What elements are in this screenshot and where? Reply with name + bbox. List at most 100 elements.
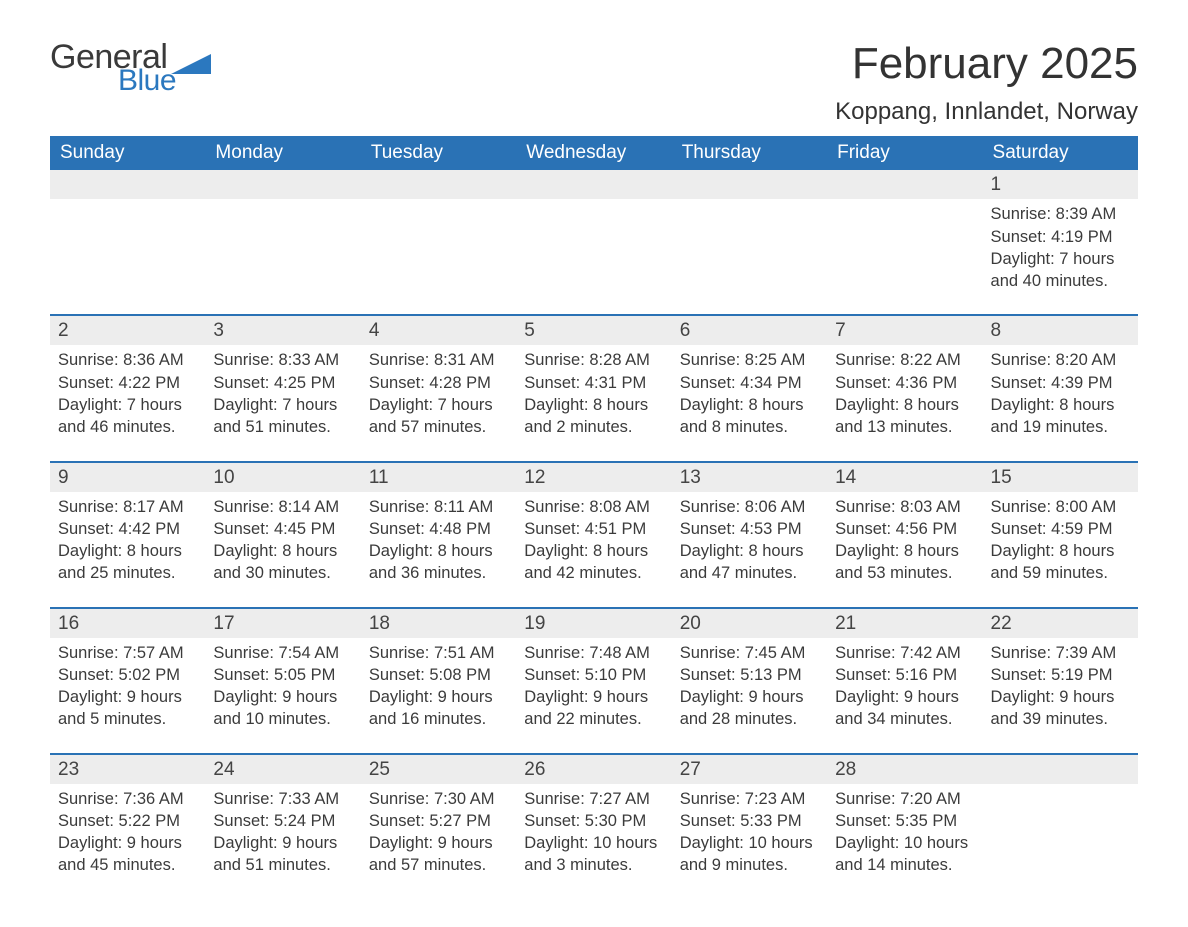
day-details: Sunrise: 7:48 AMSunset: 5:10 PMDaylight:… [516, 638, 671, 754]
daylight-line: Daylight: 9 hours and 28 minutes. [680, 686, 819, 731]
day-details: Sunrise: 8:20 AMSunset: 4:39 PMDaylight:… [983, 345, 1138, 461]
sunrise-line: Sunrise: 8:08 AM [524, 496, 663, 518]
day-details: Sunrise: 8:36 AMSunset: 4:22 PMDaylight:… [50, 345, 205, 461]
day-detail-row: Sunrise: 8:36 AMSunset: 4:22 PM Daylight:… [50, 345, 1138, 461]
day-details: Sunrise: 8:28 AMSunset: 4:31 PMDaylight:… [516, 345, 671, 461]
sunset-line: Sunset: 4:25 PM [213, 372, 352, 394]
sunrise-line: Sunrise: 8:28 AM [524, 349, 663, 371]
daylight-line: Daylight: 8 hours and 47 minutes. [680, 540, 819, 585]
sunset-line: Sunset: 4:34 PM [680, 372, 819, 394]
sunrise-line: Sunrise: 8:22 AM [835, 349, 974, 371]
sunset-line: Sunset: 4:22 PM [58, 372, 197, 394]
daylight-line: Daylight: 9 hours and 39 minutes. [991, 686, 1130, 731]
day-number: 1 [983, 170, 1138, 199]
day-cell-empty [672, 199, 827, 315]
day-details: Sunrise: 8:06 AMSunset: 4:53 PMDaylight:… [672, 492, 827, 608]
sunrise-line: Sunrise: 7:45 AM [680, 642, 819, 664]
sunset-line: Sunset: 5:02 PM [58, 664, 197, 686]
day-number: 18 [361, 609, 516, 638]
day-number: 16 [50, 609, 205, 638]
day-details: Sunrise: 8:14 AMSunset: 4:45 PMDaylight:… [205, 492, 360, 608]
sunset-line: Sunset: 4:51 PM [524, 518, 663, 540]
day-details: Sunrise: 7:30 AMSunset: 5:27 PMDaylight:… [361, 784, 516, 887]
day-details: Sunrise: 8:08 AMSunset: 4:51 PMDaylight:… [516, 492, 671, 608]
day-number: 15 [983, 463, 1138, 492]
sunrise-line: Sunrise: 8:25 AM [680, 349, 819, 371]
daylight-line: Daylight: 8 hours and 59 minutes. [991, 540, 1130, 585]
day-detail-row: Sunrise: 8:17 AMSunset: 4:42 PMDaylight:… [50, 492, 1138, 608]
day-number: 23 [50, 755, 205, 784]
day-details: Sunrise: 8:31 AMSunset: 4:28 PMDaylight:… [361, 345, 516, 461]
title-block: February 2025 Koppang, Innlandet, Norway [835, 40, 1138, 126]
daylight-line: Daylight: 9 hours and 22 minutes. [524, 686, 663, 731]
sunrise-line: Sunrise: 7:27 AM [524, 788, 663, 810]
weekday-header: Sunday [50, 136, 205, 170]
day-number: 4 [361, 316, 516, 345]
day-number-row: 1 [50, 170, 1138, 199]
sunset-line: Sunset: 4:39 PM [991, 372, 1130, 394]
sunset-line: Sunset: 4:53 PM [680, 518, 819, 540]
sunset-line: Sunset: 5:16 PM [835, 664, 974, 686]
day-cell-empty [361, 199, 516, 315]
day-number: 25 [361, 755, 516, 784]
daylight-line: Daylight: 7 hours and 57 minutes. [369, 394, 508, 439]
sunset-line: Sunset: 5:33 PM [680, 810, 819, 832]
sunrise-line: Sunrise: 8:39 AM [991, 203, 1130, 225]
day-number: 13 [672, 463, 827, 492]
day-cell-empty [361, 170, 516, 199]
daylight-line: Daylight: 8 hours and 8 minutes. [680, 394, 819, 439]
daylight-line: Daylight: 10 hours and 9 minutes. [680, 832, 819, 877]
sunrise-line: Sunrise: 7:51 AM [369, 642, 508, 664]
day-cell-empty [516, 170, 671, 199]
day-details: Sunrise: 7:42 AMSunset: 5:16 PMDaylight:… [827, 638, 982, 754]
sunrise-line: Sunrise: 7:54 AM [213, 642, 352, 664]
sunset-line: Sunset: 4:48 PM [369, 518, 508, 540]
daylight-line: Daylight: 10 hours and 14 minutes. [835, 832, 974, 877]
location-subtitle: Koppang, Innlandet, Norway [835, 98, 1138, 126]
day-cell-empty [983, 784, 1138, 887]
daylight-line: Daylight: 7 hours and 51 minutes. [213, 394, 352, 439]
daylight-line: Daylight: 7 hours and 40 minutes. [991, 248, 1130, 293]
sunrise-line: Sunrise: 7:30 AM [369, 788, 508, 810]
daylight-line: Daylight: 9 hours and 16 minutes. [369, 686, 508, 731]
sunrise-line: Sunrise: 8:11 AM [369, 496, 508, 518]
day-details: Sunrise: 8:33 AMSunset: 4:25 PMDaylight:… [205, 345, 360, 461]
logo: General Blue [50, 40, 211, 96]
weekday-header: Wednesday [516, 136, 671, 170]
day-cell-empty [827, 170, 982, 199]
sunset-line: Sunset: 4:45 PM [213, 518, 352, 540]
sunset-line: Sunset: 5:10 PM [524, 664, 663, 686]
day-cell-empty [50, 170, 205, 199]
day-details: Sunrise: 7:54 AMSunset: 5:05 PMDaylight:… [205, 638, 360, 754]
day-number: 6 [672, 316, 827, 345]
day-details: Sunrise: 8:17 AMSunset: 4:42 PMDaylight:… [50, 492, 205, 608]
daylight-line: Daylight: 9 hours and 10 minutes. [213, 686, 352, 731]
daylight-line: Daylight: 9 hours and 45 minutes. [58, 832, 197, 877]
day-number: 5 [516, 316, 671, 345]
daylight-line: Daylight: 9 hours and 51 minutes. [213, 832, 352, 877]
weekday-header: Friday [827, 136, 982, 170]
sunrise-line: Sunrise: 8:36 AM [58, 349, 197, 371]
day-number-row: 232425262728 [50, 755, 1138, 784]
sunset-line: Sunset: 5:22 PM [58, 810, 197, 832]
day-detail-row: Sunrise: 8:39 AMSunset: 4:19 PMDaylight:… [50, 199, 1138, 315]
sunset-line: Sunset: 4:19 PM [991, 226, 1130, 248]
day-details: Sunrise: 7:20 AMSunset: 5:35 PMDaylight:… [827, 784, 982, 887]
day-number: 8 [983, 316, 1138, 345]
sunset-line: Sunset: 4:59 PM [991, 518, 1130, 540]
calendar-table: Sunday Monday Tuesday Wednesday Thursday… [50, 136, 1138, 886]
sunrise-line: Sunrise: 8:17 AM [58, 496, 197, 518]
sunrise-line: Sunrise: 8:33 AM [213, 349, 352, 371]
day-cell-empty [827, 199, 982, 315]
weekday-header-row: Sunday Monday Tuesday Wednesday Thursday… [50, 136, 1138, 170]
daylight-line: Daylight: 8 hours and 13 minutes. [835, 394, 974, 439]
day-number: 7 [827, 316, 982, 345]
daylight-line: Daylight: 8 hours and 53 minutes. [835, 540, 974, 585]
sunrise-line: Sunrise: 7:42 AM [835, 642, 974, 664]
day-detail-row: Sunrise: 7:36 AMSunset: 5:22 PMDaylight:… [50, 784, 1138, 887]
sunrise-line: Sunrise: 7:57 AM [58, 642, 197, 664]
day-details: Sunrise: 7:27 AMSunset: 5:30 PMDaylight:… [516, 784, 671, 887]
day-number: 22 [983, 609, 1138, 638]
daylight-line: Daylight: 10 hours and 3 minutes. [524, 832, 663, 877]
day-number: 27 [672, 755, 827, 784]
